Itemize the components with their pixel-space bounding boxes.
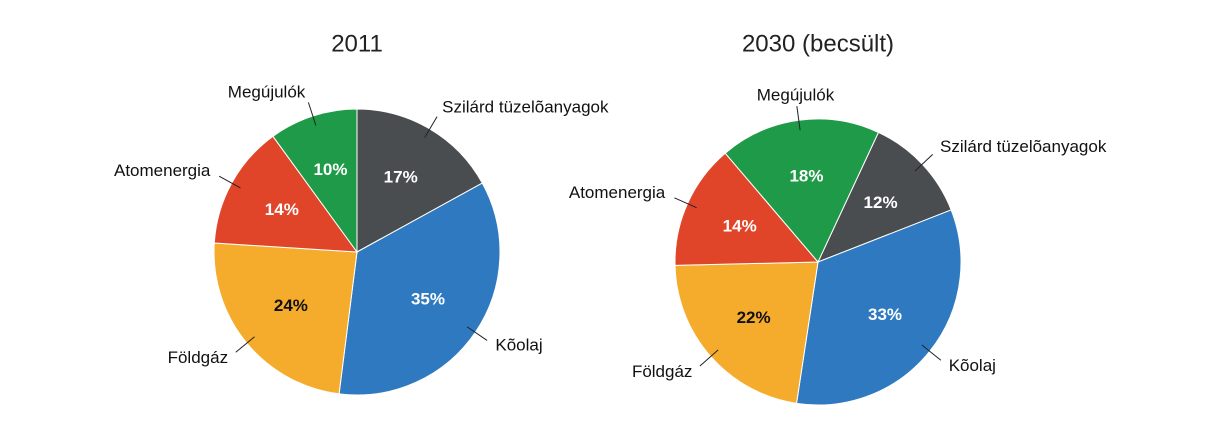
value-label: 33% bbox=[868, 305, 902, 324]
value-label: 17% bbox=[384, 168, 418, 187]
category-label: Szilárd tüzelõanyagok bbox=[442, 97, 609, 116]
leader-line bbox=[699, 349, 719, 367]
category-label: Földgáz bbox=[168, 348, 228, 367]
leader-line bbox=[914, 153, 934, 172]
category-label: Megújulók bbox=[757, 86, 835, 105]
leader-line bbox=[307, 102, 317, 126]
pie-slice bbox=[213, 242, 358, 395]
category-label: Kõolaj bbox=[495, 336, 542, 355]
pie-slice bbox=[674, 261, 819, 404]
leader-line bbox=[466, 326, 488, 341]
value-label: 18% bbox=[789, 166, 823, 185]
category-label: Atomenergia bbox=[114, 161, 211, 180]
chart-title: 2011 bbox=[331, 30, 383, 57]
value-label: 14% bbox=[723, 216, 757, 235]
chart-title: 2030 (becsült) bbox=[742, 30, 894, 57]
value-label: 24% bbox=[274, 296, 308, 315]
value-label: 10% bbox=[313, 160, 347, 179]
category-label: Megújulók bbox=[228, 82, 306, 101]
category-label: Atomenergia bbox=[569, 183, 666, 202]
value-label: 35% bbox=[411, 290, 445, 309]
leader-line bbox=[235, 336, 255, 353]
category-label: Szilárd tüzelõanyagok bbox=[940, 137, 1107, 156]
category-label: Kõolaj bbox=[949, 356, 996, 375]
leader-line bbox=[218, 175, 241, 189]
leader-line bbox=[921, 344, 942, 361]
value-label: 22% bbox=[737, 308, 771, 327]
value-label: 14% bbox=[265, 200, 299, 219]
category-label: Földgáz bbox=[632, 362, 692, 381]
leader-line bbox=[674, 197, 697, 209]
leader-line bbox=[424, 116, 438, 138]
value-label: 12% bbox=[864, 193, 898, 212]
leader-line bbox=[796, 106, 801, 131]
